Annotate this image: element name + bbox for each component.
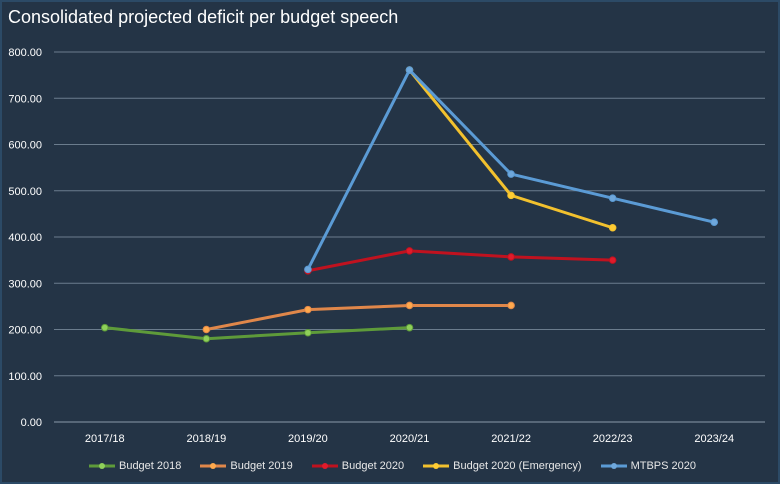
legend-item-budget-2020-emergency: Budget 2020 (Emergency)	[422, 460, 582, 472]
y-tick-label: 300.00	[8, 278, 42, 290]
legend-swatch	[88, 463, 115, 469]
data-point-budget-2018	[405, 323, 414, 332]
data-point-budget-2018	[100, 323, 109, 332]
legend-swatch	[200, 463, 227, 469]
series-line-budget-2020	[306, 249, 615, 273]
legend-item-budget-2020: Budget 2020	[311, 460, 404, 472]
series-line-budget-2020-emergency	[408, 68, 615, 230]
legend-item-budget-2018: Budget 2018	[88, 460, 181, 472]
data-point-budget-2020-emergency	[507, 191, 515, 200]
x-tick-label: 2020/21	[390, 433, 430, 445]
x-tick-label: 2018/19	[186, 433, 226, 445]
legend-item-budget-2019: Budget 2019	[199, 460, 293, 472]
legend-swatch-marker	[98, 463, 105, 469]
x-tick-label: 2021/22	[491, 433, 531, 445]
legend-swatch-marker	[321, 463, 328, 469]
data-point-budget-2019	[304, 305, 312, 314]
chart-title: Consolidated projected deficit per budge…	[8, 7, 399, 27]
legend-swatch	[423, 463, 450, 469]
data-point-mtbps-2020	[608, 194, 617, 202]
legend-item-mtbps-2020: MTBPS 2020	[600, 460, 696, 472]
y-tick-label: 400.00	[8, 232, 42, 244]
series-budget-2018	[100, 323, 414, 343]
data-point-budget-2020	[608, 256, 617, 264]
legend-label: Budget 2019	[230, 460, 293, 472]
series-line-budget-2019	[204, 303, 513, 331]
series-budget-2020	[304, 247, 617, 275]
y-tick-label: 700.00	[8, 93, 42, 105]
data-point-budget-2019	[507, 301, 515, 310]
series-budget-2020-emergency	[405, 66, 617, 232]
legend-swatch	[311, 463, 338, 469]
data-point-mtbps-2020	[710, 218, 719, 226]
series-budget-2019	[202, 301, 515, 334]
data-point-budget-2020	[507, 253, 515, 261]
legend-label: Budget 2020	[341, 460, 405, 472]
x-axis-tick-labels: 2017/18 2018/19 2019/20 2020/21 2021/22 2022/…	[85, 433, 734, 445]
y-tick-label: 200.00	[8, 325, 42, 337]
x-tick-label: 2019/20	[288, 433, 328, 445]
legend-swatch	[600, 463, 627, 469]
data-point-budget-2018	[304, 328, 312, 337]
legend-label: MTBPS 2020	[630, 460, 696, 472]
y-tick-label: 500.00	[8, 186, 42, 198]
data-point-budget-2020-emergency	[608, 223, 617, 232]
y-tick-label: 0.00	[21, 417, 42, 429]
data-point-budget-2019	[202, 325, 211, 334]
y-tick-label: 600.00	[8, 140, 42, 152]
data-point-mtbps-2020	[507, 170, 515, 178]
legend-swatch-marker	[433, 463, 440, 469]
legend-swatch-marker	[610, 463, 617, 469]
data-point-budget-2019	[405, 301, 414, 310]
gridlines	[54, 51, 765, 423]
y-tick-label: 800.00	[8, 47, 42, 59]
y-axis-tick-labels: 0.00 100.00 200.00 300.00 400.00 500.00 600.00…	[8, 47, 42, 429]
legend-swatch-marker	[210, 463, 217, 469]
series-line-budget-2018	[103, 326, 411, 341]
series-line-mtbps-2020	[306, 68, 716, 271]
y-tick-label: 100.00	[8, 371, 42, 383]
legend-label: Budget 2018	[118, 460, 182, 472]
data-point-budget-2020	[405, 247, 414, 255]
x-tick-label: 2023/24	[694, 433, 734, 445]
legend: Budget 2018 Budget 2019 Budget 2020 Budget …	[2, 456, 780, 476]
series-lines	[100, 66, 719, 343]
legend-label: Budget 2020 (Emergency)	[453, 460, 582, 472]
x-tick-label: 2022/23	[593, 433, 633, 445]
data-point-budget-2018	[202, 334, 211, 343]
data-point-mtbps-2020	[405, 66, 414, 74]
x-tick-label: 2017/18	[85, 433, 125, 445]
data-point-mtbps-2020	[304, 265, 312, 274]
series-mtbps-2020	[304, 66, 719, 274]
